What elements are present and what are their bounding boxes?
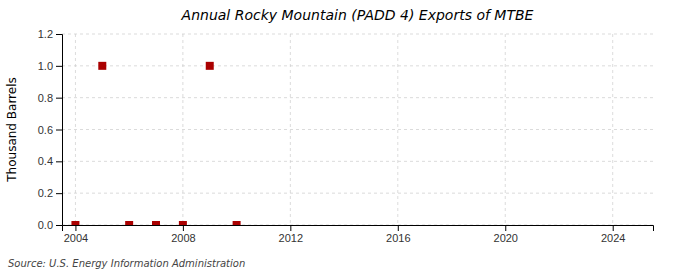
point [71, 221, 79, 225]
title: Annual Rocky Mountain (PADD 4) Exports o… [181, 7, 534, 23]
tick-mark [56, 193, 62, 194]
point [152, 221, 160, 225]
tick-mark [398, 225, 399, 231]
tick-label: 2024 [601, 232, 625, 244]
tick: 1.2 [38, 28, 62, 40]
grid-line [290, 34, 291, 225]
tick-label: 2004 [64, 232, 88, 244]
tick-mark [56, 66, 62, 67]
grid-line [62, 129, 653, 130]
tick: 0.8 [38, 92, 62, 104]
point [179, 221, 187, 225]
grid-line [62, 65, 653, 66]
grid-line [62, 34, 653, 35]
tick: 2016 [386, 225, 410, 244]
tick: 0.4 [38, 155, 62, 167]
tick-label: 2016 [386, 232, 410, 244]
tick-label: 0.4 [38, 155, 53, 167]
grid-line [505, 34, 506, 225]
tick: 0.0 [38, 219, 62, 231]
tick: 2024 [601, 225, 625, 244]
grid-line [612, 34, 613, 225]
tick: 2012 [279, 225, 303, 244]
tick-mark [56, 225, 62, 226]
axis-line [63, 226, 654, 232]
tick-label: 2012 [279, 232, 303, 244]
tick-mark [56, 130, 62, 131]
grid-line [75, 34, 76, 225]
tick-label: 1.0 [38, 60, 53, 72]
grid-line [182, 34, 183, 225]
tick: 2020 [494, 225, 518, 244]
point [125, 221, 133, 225]
plot: 2004 2008 2012 2016 2020 2024 0.0 0.2 0.4 0.6 0.8 1… [38, 28, 654, 244]
tick-label: 0.8 [38, 92, 53, 104]
tick-label: 1.2 [38, 28, 53, 40]
source: Source: U.S. Energy Information Administ… [8, 258, 245, 269]
tick-mark [56, 161, 62, 162]
tick: 2004 [64, 225, 88, 244]
y-axis-label: Thousand Barrels [5, 77, 19, 182]
point [233, 221, 241, 225]
tick-label: 0.2 [38, 187, 53, 199]
axis-line [56, 35, 63, 226]
grid-line [397, 34, 398, 225]
tick: 0.6 [38, 124, 62, 136]
grid-line [62, 161, 653, 162]
tick-mark [505, 225, 506, 231]
grid-line [62, 193, 653, 194]
chart: 2004 2008 2012 2016 2020 2024 0.0 0.2 0.4 0.6 0.8 1… [0, 0, 675, 275]
tick-label: 0.6 [38, 124, 53, 136]
tick-mark [56, 98, 62, 99]
x-axis: 2004 2008 2012 2016 2020 2024 [63, 225, 654, 244]
tick: 2008 [171, 225, 195, 244]
tick-mark [75, 225, 76, 231]
point [98, 62, 106, 70]
tick: 0.2 [38, 187, 62, 199]
points [71, 62, 240, 225]
tick-mark [183, 225, 184, 231]
tick-label: 2020 [494, 232, 518, 244]
tick-mark [290, 225, 291, 231]
tick: 1.0 [38, 60, 62, 72]
tick-mark [56, 34, 62, 35]
y-axis: 0.0 0.2 0.4 0.6 0.8 1.0 1.2 [38, 28, 63, 231]
tick-label: 2008 [171, 232, 195, 244]
grid-line [62, 97, 653, 98]
tick-label: 0.0 [38, 219, 53, 231]
point [206, 62, 214, 70]
grid [62, 34, 653, 225]
tick-mark [613, 225, 614, 231]
